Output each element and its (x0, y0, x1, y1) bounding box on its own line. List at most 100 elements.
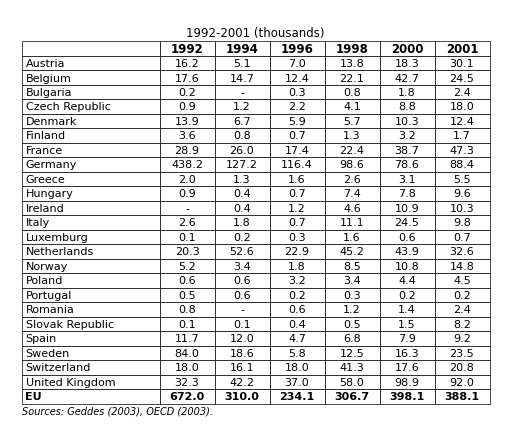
Text: 10.3: 10.3 (394, 117, 420, 127)
Bar (434, 172, 490, 187)
Text: Bulgaria: Bulgaria (26, 88, 72, 98)
Bar (324, 158, 380, 172)
Text: 0.6: 0.6 (178, 276, 196, 286)
Bar (324, 42, 380, 57)
Bar (21, 114, 159, 129)
Bar (434, 303, 490, 317)
Bar (269, 360, 324, 375)
Text: 2.6: 2.6 (343, 175, 361, 184)
Text: 11.7: 11.7 (175, 334, 199, 344)
Bar (159, 114, 215, 129)
Bar (380, 158, 434, 172)
Text: 14.7: 14.7 (229, 74, 254, 83)
Text: 0.2: 0.2 (233, 233, 251, 243)
Text: Romania: Romania (26, 305, 75, 315)
Text: 0.2: 0.2 (288, 290, 306, 300)
Text: 1992: 1992 (171, 43, 203, 56)
Text: 17.6: 17.6 (394, 362, 420, 373)
Text: 0.6: 0.6 (233, 290, 251, 300)
Bar (159, 86, 215, 100)
Bar (380, 303, 434, 317)
Text: -: - (185, 203, 189, 214)
Bar (434, 245, 490, 259)
Bar (21, 259, 159, 273)
Text: 1.2: 1.2 (233, 102, 251, 112)
Bar (269, 375, 324, 389)
Text: Finland: Finland (26, 131, 65, 141)
Text: 32.6: 32.6 (450, 247, 474, 257)
Bar (434, 158, 490, 172)
Text: 3.1: 3.1 (398, 175, 416, 184)
Text: 41.3: 41.3 (340, 362, 364, 373)
Bar (434, 360, 490, 375)
Text: EU: EU (26, 392, 42, 402)
Text: 0.3: 0.3 (288, 233, 306, 243)
Bar (324, 230, 380, 245)
Bar (159, 201, 215, 216)
Bar (21, 389, 159, 404)
Text: 2.2: 2.2 (288, 102, 306, 112)
Bar (434, 230, 490, 245)
Bar (21, 317, 159, 332)
Text: -: - (240, 305, 244, 315)
Bar (215, 42, 269, 57)
Bar (434, 114, 490, 129)
Bar (380, 273, 434, 288)
Bar (380, 129, 434, 144)
Text: 24.5: 24.5 (450, 74, 474, 83)
Text: 30.1: 30.1 (450, 59, 474, 69)
Bar (269, 332, 324, 346)
Text: Luxemburg: Luxemburg (26, 233, 88, 243)
Bar (21, 172, 159, 187)
Text: 88.4: 88.4 (450, 160, 475, 170)
Bar (434, 346, 490, 360)
Text: 1.2: 1.2 (343, 305, 361, 315)
Bar (159, 172, 215, 187)
Text: 0.5: 0.5 (343, 319, 361, 329)
Text: Spain: Spain (26, 334, 57, 344)
Text: Sources: Geddes (2003), OECD (2003).: Sources: Geddes (2003), OECD (2003). (21, 406, 213, 416)
Text: 0.8: 0.8 (233, 131, 251, 141)
Text: 0.2: 0.2 (178, 88, 196, 98)
Text: 58.0: 58.0 (340, 377, 364, 387)
Bar (380, 187, 434, 201)
Bar (269, 100, 324, 114)
Bar (159, 245, 215, 259)
Text: 9.2: 9.2 (453, 334, 471, 344)
Bar (21, 245, 159, 259)
Bar (434, 86, 490, 100)
Bar (21, 273, 159, 288)
Text: 12.0: 12.0 (229, 334, 254, 344)
Bar (269, 42, 324, 57)
Text: 18.0: 18.0 (285, 362, 309, 373)
Bar (324, 187, 380, 201)
Bar (21, 360, 159, 375)
Text: 116.4: 116.4 (281, 160, 313, 170)
Text: 1.4: 1.4 (398, 305, 416, 315)
Bar (380, 230, 434, 245)
Bar (324, 375, 380, 389)
Text: 16.1: 16.1 (229, 362, 254, 373)
Text: 22.1: 22.1 (340, 74, 364, 83)
Bar (380, 100, 434, 114)
Text: 4.5: 4.5 (453, 276, 471, 286)
Text: 0.4: 0.4 (233, 189, 251, 199)
Bar (434, 187, 490, 201)
Bar (21, 216, 159, 230)
Bar (380, 57, 434, 71)
Text: 12.4: 12.4 (450, 117, 474, 127)
Text: Poland: Poland (26, 276, 63, 286)
Bar (434, 288, 490, 303)
Bar (269, 57, 324, 71)
Bar (324, 172, 380, 187)
Text: 0.6: 0.6 (398, 233, 416, 243)
Text: 2.6: 2.6 (178, 218, 196, 228)
Text: 16.2: 16.2 (175, 59, 199, 69)
Text: 13.8: 13.8 (340, 59, 364, 69)
Text: 5.1: 5.1 (233, 59, 251, 69)
Bar (159, 288, 215, 303)
Bar (21, 201, 159, 216)
Bar (21, 230, 159, 245)
Text: 9.8: 9.8 (453, 218, 471, 228)
Text: 3.6: 3.6 (178, 131, 196, 141)
